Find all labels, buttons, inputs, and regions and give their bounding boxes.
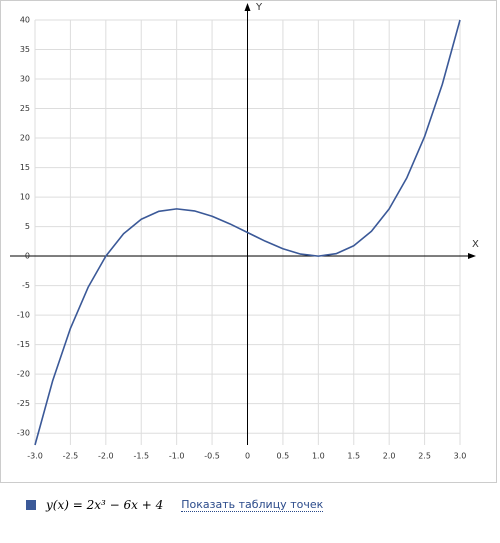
x-tick-label: -2.5 — [63, 452, 79, 461]
legend-label: y(x) = 2x³ − 6x + 4 — [46, 498, 164, 512]
x-tick-label: -2.0 — [98, 452, 114, 461]
x-tick-label: 2.0 — [383, 452, 396, 461]
y-axis-label: Y — [255, 2, 263, 13]
legend-swatch — [26, 500, 36, 510]
y-tick-label: 10 — [20, 193, 30, 202]
y-tick-label: 15 — [20, 163, 30, 172]
x-tick-label: -1.0 — [169, 452, 185, 461]
x-tick-label: 1.0 — [312, 452, 325, 461]
y-arrow — [244, 3, 251, 11]
x-tick-label: 2.5 — [418, 452, 431, 461]
y-tick-label: -15 — [17, 340, 30, 349]
y-tick-label: -20 — [17, 370, 30, 379]
y-tick-label: 30 — [20, 75, 30, 84]
x-tick-label: 3.0 — [454, 452, 467, 461]
y-tick-label: -10 — [17, 311, 30, 320]
x-tick-label: -0.5 — [204, 452, 220, 461]
y-tick-label: -25 — [17, 399, 30, 408]
y-tick-label: -5 — [22, 281, 30, 290]
chart: X Y -3.0 -2.5 -2.0 -1.5 -1.0 -0.5 0 0.5 1.0 1.5 2.… — [0, 0, 497, 483]
axes: X Y — [10, 2, 479, 445]
y-tick-label: 20 — [20, 134, 30, 143]
x-tick-label: 0.5 — [277, 452, 290, 461]
frame — [0, 0, 497, 483]
x-tick-label: 1.5 — [347, 452, 360, 461]
y-tick-label: 0 — [25, 252, 30, 261]
y-tick-label: 35 — [20, 45, 30, 54]
x-arrow — [468, 253, 476, 259]
series-line — [34, 19, 461, 446]
y-tick-label: -30 — [17, 429, 30, 438]
x-tick-label: 0 — [245, 452, 250, 461]
y-tick-label: 40 — [20, 16, 30, 25]
x-axis-label: X — [472, 239, 479, 250]
y-tick-label: 25 — [20, 104, 30, 113]
points-table-link[interactable]: Показать таблицу точек — [181, 498, 324, 512]
x-tick-label: -3.0 — [27, 452, 43, 461]
y-tick-label: 5 — [25, 222, 30, 231]
legend: y(x) = 2x³ − 6x + 4 Показать таблицу точ… — [26, 498, 324, 512]
x-tick-label: -1.5 — [133, 452, 149, 461]
